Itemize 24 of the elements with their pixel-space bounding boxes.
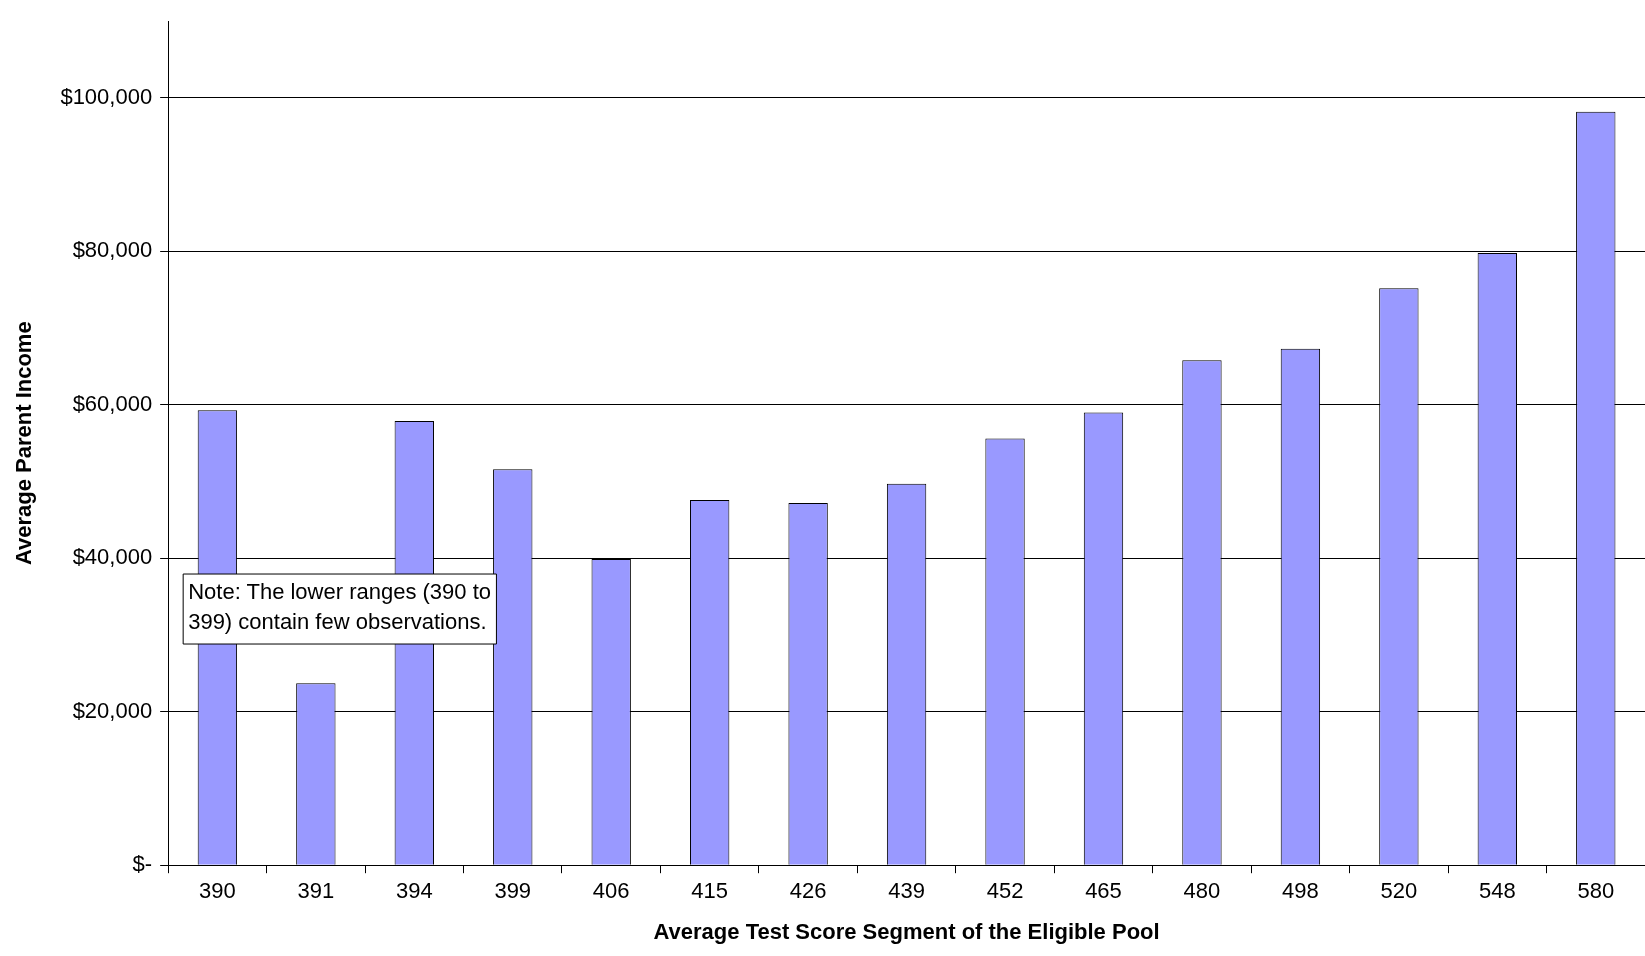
y-tick-label: $100,000 — [60, 83, 153, 109]
y-tick-label: $20,000 — [72, 697, 153, 723]
y-axis-title: Average Parent Income — [11, 321, 37, 566]
x-tick-label: 548 — [1478, 878, 1516, 904]
x-tick-label: 391 — [297, 878, 335, 904]
y-tick-label: $40,000 — [72, 544, 153, 570]
x-tick-label: 415 — [691, 878, 729, 904]
x-tick-label: 394 — [395, 878, 433, 904]
x-tick-label: 390 — [199, 878, 236, 904]
x-tick-label: 580 — [1577, 878, 1615, 904]
annotation: Note: The lower ranges (390 to 399) contain few observations. — [188, 579, 492, 635]
y-tick-label: $- — [132, 851, 153, 877]
x-tick-label: 406 — [592, 878, 630, 904]
x-tick-label: 452 — [986, 878, 1024, 904]
x-tick-label: 520 — [1380, 878, 1418, 904]
x-tick-label: 465 — [1085, 878, 1122, 904]
x-axis-title: Average Test Score Segment of the Eligible Pool — [653, 918, 1160, 944]
x-tick-label: 426 — [789, 878, 827, 904]
x-tick-label: 498 — [1282, 878, 1319, 904]
x-tick-label: 399 — [494, 878, 532, 904]
x-tick-label: 439 — [888, 878, 925, 904]
x-tick-label: 480 — [1183, 878, 1221, 904]
y-tick-label: $60,000 — [72, 390, 153, 416]
y-tick-label: $80,000 — [72, 237, 153, 263]
